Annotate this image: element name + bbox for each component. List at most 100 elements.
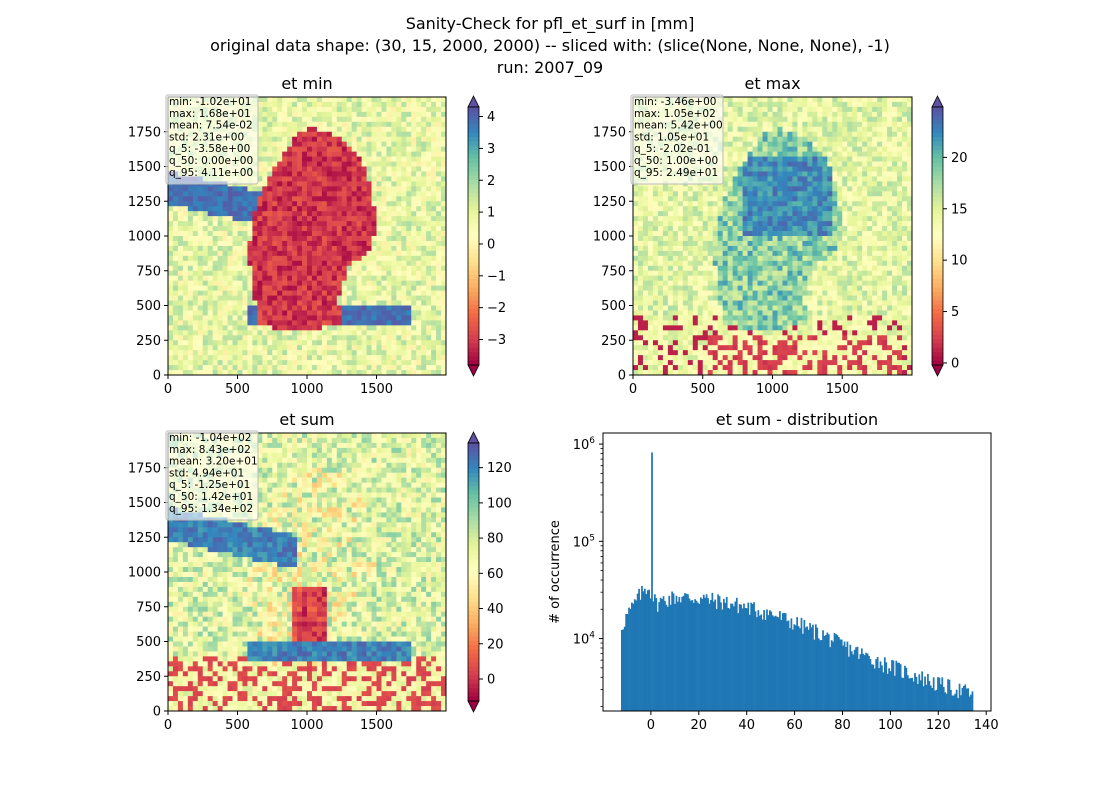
- heatmap-cell: [277, 370, 283, 376]
- heatmap-cell: [847, 106, 853, 113]
- heatmap-cell: [807, 151, 813, 157]
- heatmap-cell: [326, 320, 333, 326]
- heatmap-cell: [321, 97, 328, 103]
- heatmap-cell: [168, 231, 174, 237]
- heatmap-cell: [762, 141, 768, 147]
- heatmap-cell: [717, 226, 723, 232]
- heatmap-cell: [376, 236, 382, 242]
- heatmap-cell: [207, 355, 213, 361]
- heatmap-cell: [371, 255, 377, 262]
- heatmap-cell: [386, 191, 392, 197]
- heatmap-cell: [832, 181, 838, 187]
- heatmap-cell: [227, 370, 233, 376]
- heatmap-cell: [782, 166, 788, 172]
- heatmap-cell: [277, 97, 283, 103]
- heatmap-cell: [172, 310, 179, 316]
- heatmap-cell: [762, 171, 768, 177]
- heatmap-cell: [297, 275, 303, 281]
- heatmap-cell: [316, 116, 323, 123]
- heatmap-cell: [262, 201, 268, 207]
- heatmap-cell: [222, 355, 228, 361]
- heatmap-cell: [406, 206, 412, 212]
- heatmap-cell: [168, 186, 174, 192]
- heatmap-cell: [426, 320, 432, 326]
- heatmap-cell: [237, 245, 243, 252]
- heatmap-cell: [391, 111, 397, 118]
- heatmap-cell: [282, 330, 288, 336]
- heatmap-cell: [346, 290, 352, 296]
- heatmap-cell: [366, 275, 372, 281]
- heatmap-cell: [667, 186, 674, 192]
- heatmap-cell: [202, 255, 209, 262]
- heatmap-cell: [822, 126, 828, 133]
- heatmap-cell: [877, 101, 883, 108]
- heatmap-cell: [812, 106, 818, 113]
- heatmap-cell: [391, 285, 397, 291]
- heatmap-cell: [371, 126, 377, 133]
- heatmap-cell: [381, 191, 387, 197]
- heatmap-cell: [326, 325, 333, 331]
- heatmap-cell: [311, 161, 318, 167]
- heatmap-cell: [237, 206, 243, 212]
- heatmap-cell: [366, 141, 372, 147]
- heatmap-cell: [737, 156, 743, 162]
- heatmap-cell: [647, 245, 654, 252]
- heatmap-cell: [257, 181, 263, 187]
- heatmap-cell: [307, 295, 313, 301]
- heatmap-cell: [366, 221, 372, 227]
- heatmap-cell: [406, 191, 412, 197]
- heatmap-cell: [182, 295, 189, 301]
- heatmap-cell: [366, 330, 372, 336]
- heatmap-cell: [297, 116, 303, 123]
- colorbar-segment: [468, 132, 479, 138]
- heatmap-cell: [767, 136, 773, 142]
- heatmap-cell: [426, 365, 432, 371]
- heatmap-cell: [222, 270, 228, 277]
- heatmap-cell: [297, 315, 303, 321]
- heatmap-cell: [832, 126, 838, 133]
- heatmap-cell: [827, 121, 833, 128]
- heatmap-cell: [907, 141, 913, 147]
- heatmap-cell: [391, 355, 397, 361]
- heatmap-cell: [396, 236, 402, 242]
- heatmap-cell: [391, 250, 397, 257]
- heatmap-cell: [232, 285, 238, 291]
- heatmap-cell: [406, 265, 412, 272]
- heatmap-cell: [782, 226, 788, 232]
- heatmap-cell: [406, 310, 412, 316]
- heatmap-cell: [767, 221, 773, 227]
- heatmap-cell: [237, 310, 243, 316]
- heatmap-cell: [307, 335, 313, 341]
- heatmap-cell: [272, 171, 278, 177]
- heatmap-cell: [441, 226, 447, 232]
- heatmap-cell: [297, 121, 303, 128]
- heatmap-cell: [262, 285, 268, 291]
- heatmap-cell: [381, 176, 387, 182]
- heatmap-cell: [381, 116, 387, 123]
- heatmap-cell: [182, 186, 189, 192]
- heatmap-cell: [797, 221, 803, 227]
- heatmap-cell: [187, 260, 194, 267]
- heatmap-cell: [331, 181, 338, 187]
- heatmap-cell: [287, 300, 293, 306]
- heatmap-cell: [747, 245, 753, 252]
- heatmap-cell: [697, 206, 704, 212]
- heatmap-cell: [311, 330, 318, 336]
- heatmap-cell: [842, 111, 848, 118]
- heatmap-cell: [371, 365, 377, 371]
- heatmap-cell: [827, 166, 833, 172]
- heatmap-cell: [687, 231, 694, 237]
- heatmap-cell: [302, 141, 308, 147]
- heatmap-cell: [376, 270, 382, 277]
- heatmap-cell: [222, 250, 228, 257]
- heatmap-cell: [662, 221, 669, 227]
- heatmap-cell: [257, 161, 263, 167]
- heatmap-cell: [431, 275, 437, 281]
- heatmap-cell: [832, 136, 838, 142]
- heatmap-cell: [292, 121, 298, 128]
- heatmap-cell: [341, 121, 348, 128]
- heatmap-cell: [346, 315, 352, 321]
- heatmap-cell: [842, 211, 848, 217]
- heatmap-cell: [346, 270, 352, 277]
- heatmap-cell: [351, 325, 357, 331]
